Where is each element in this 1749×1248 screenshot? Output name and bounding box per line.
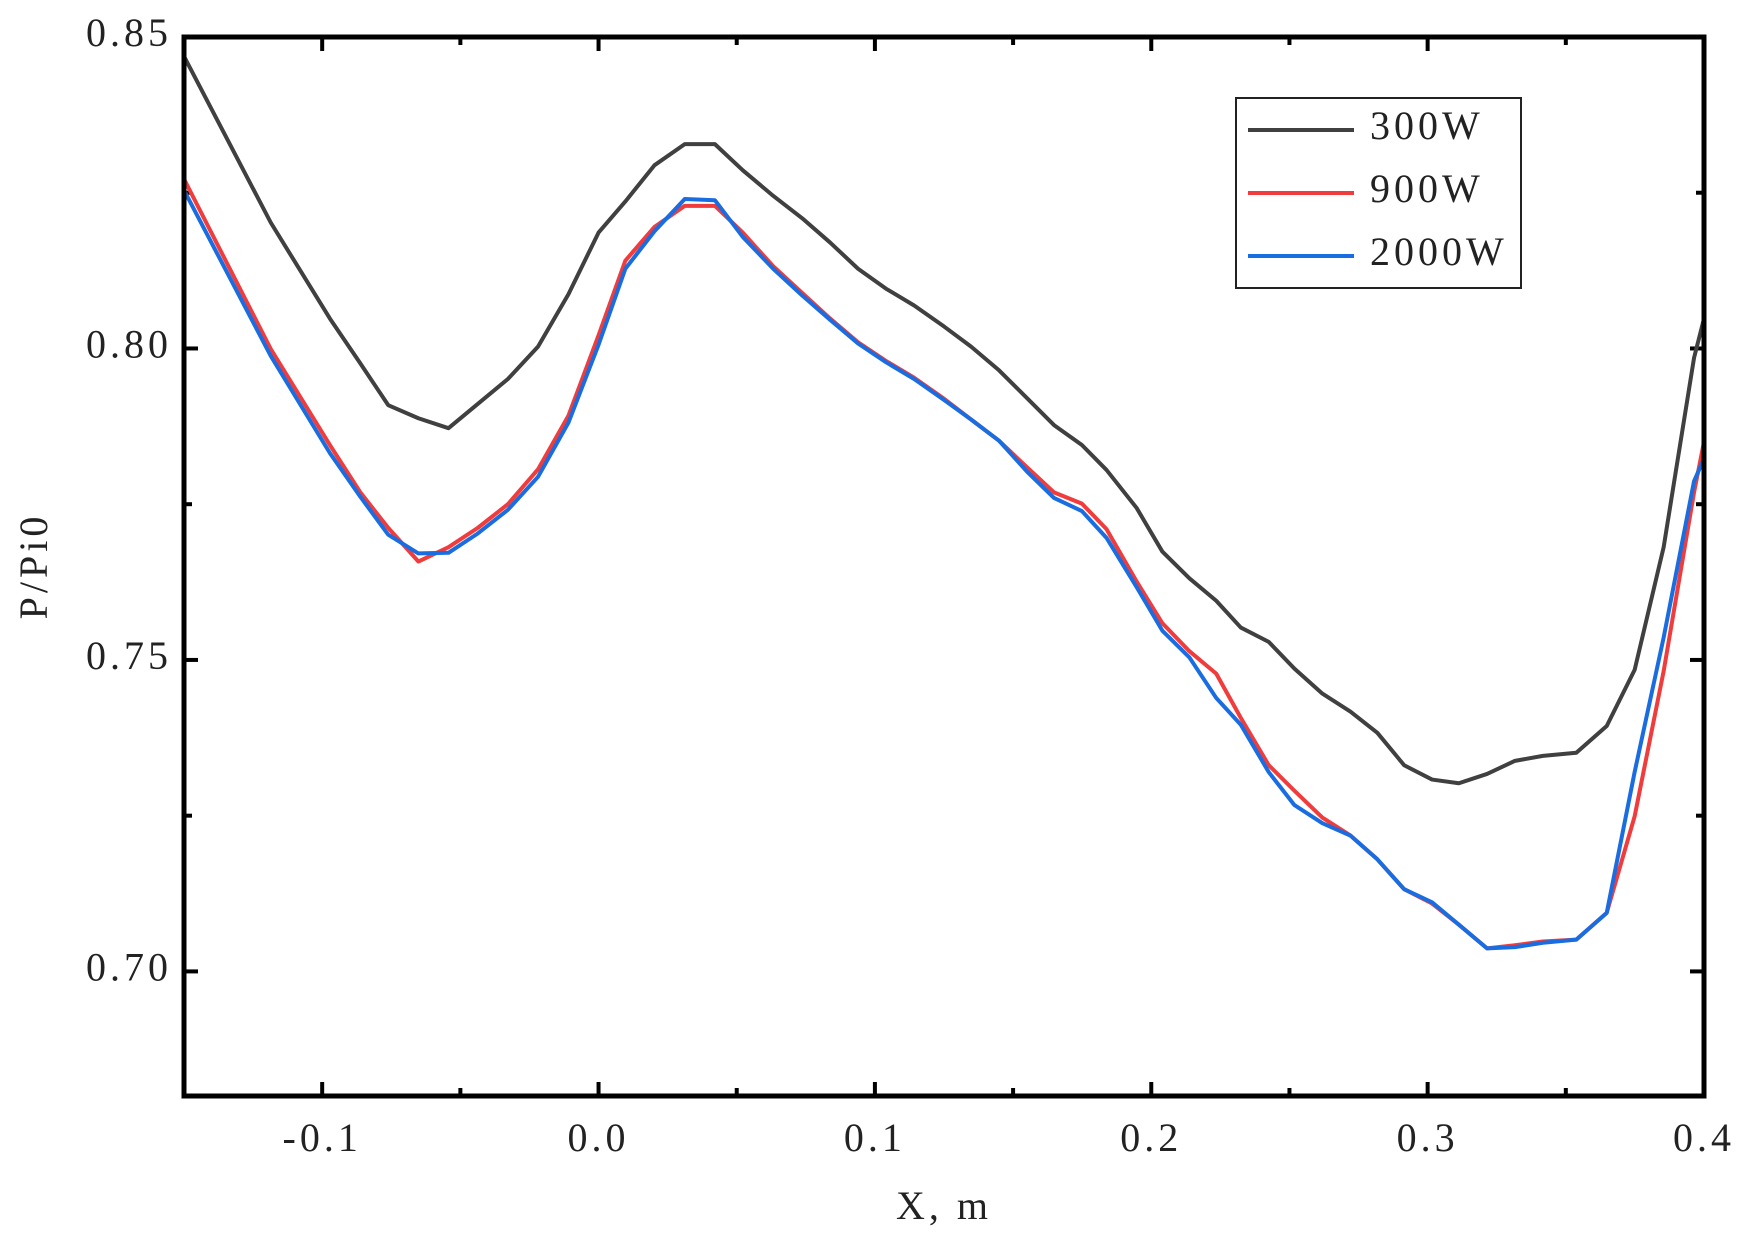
y-tick-label: 0.70 [86, 945, 172, 990]
x-axis-label: X, m [896, 1183, 992, 1228]
y-tick-label: 0.75 [86, 633, 172, 678]
series-line [184, 55, 1704, 786]
plot-frame [181, 34, 1707, 1099]
x-tick-label: 0.1 [844, 1115, 906, 1160]
series-line [184, 189, 1704, 951]
legend-label: 300W [1370, 103, 1484, 148]
y-tick-label: 0.80 [86, 322, 172, 367]
y-tick-label: 0.85 [86, 10, 172, 55]
legend-label: 2000W [1370, 229, 1508, 274]
legend-label: 900W [1370, 166, 1484, 211]
y-axis-label: P/Pi0 [11, 513, 56, 620]
x-tick-label: 0.2 [1120, 1115, 1182, 1160]
series-line [184, 178, 1704, 951]
x-tick-label: 0.0 [568, 1115, 630, 1160]
x-tick-label: -0.1 [283, 1115, 362, 1160]
x-tick-label: 0.3 [1397, 1115, 1459, 1160]
x-tick-label: 0.4 [1673, 1115, 1735, 1160]
